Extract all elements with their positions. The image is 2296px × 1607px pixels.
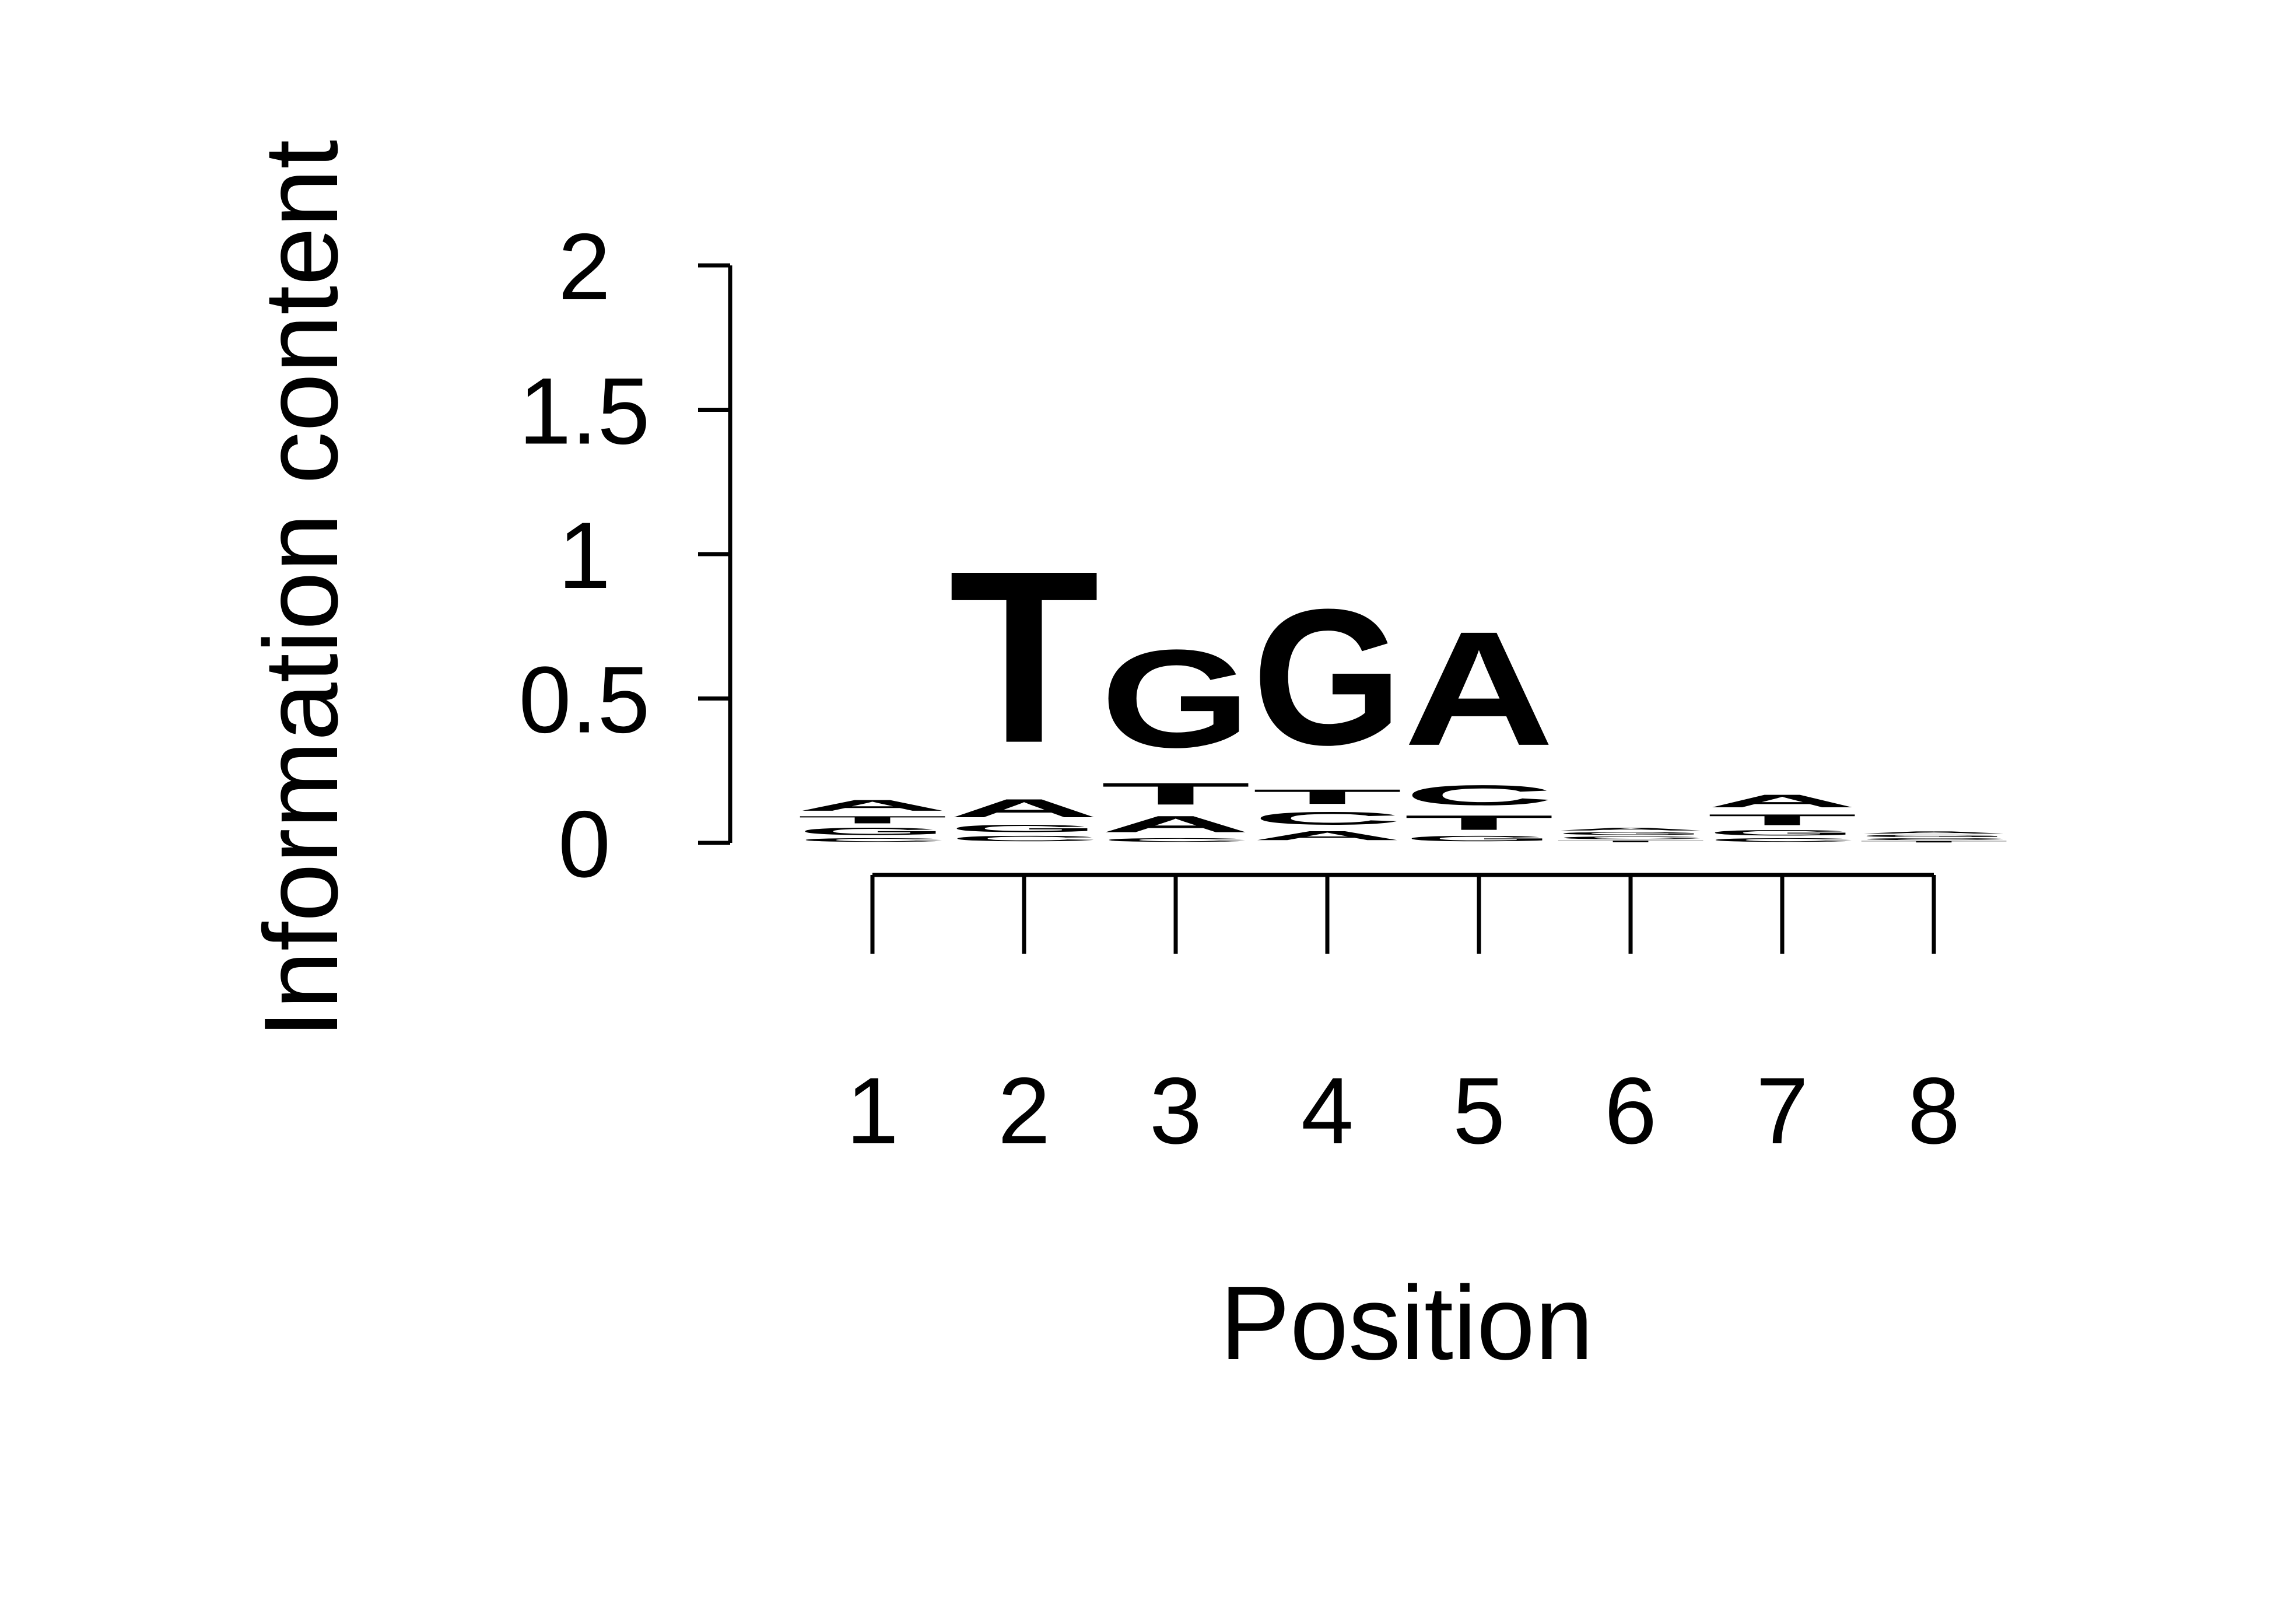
x-tick-label: 1 [846, 1058, 899, 1164]
logo-letter-c: C [1252, 808, 1403, 829]
x-tick-label: 3 [1149, 1058, 1202, 1164]
logo-letter-a: A [1100, 811, 1251, 838]
x-tick-label: 2 [998, 1058, 1050, 1164]
x-tick-label: 7 [1756, 1058, 1808, 1164]
x-tick-label: 4 [1301, 1058, 1354, 1164]
logo-letter-c: C [1404, 779, 1554, 811]
y-tick-label: 1 [558, 503, 611, 608]
logo-letter-t: T [1404, 811, 1554, 835]
y-tick-label: 0 [558, 792, 611, 897]
logo-letter-a: A [797, 797, 948, 814]
y-tick-label: 2 [558, 214, 611, 320]
logo-letter-c: C [797, 837, 948, 843]
y-axis-title: Information content [243, 140, 360, 1039]
logo-letter-t: T [1252, 785, 1403, 808]
logo-letter-g: G [1555, 831, 1706, 835]
logo-letter-t: T [797, 814, 948, 826]
logo-letter-c: C [1100, 837, 1251, 843]
logo-letter-a: A [1707, 791, 1857, 811]
logo-letter-g: G [1859, 834, 2009, 838]
logo-letter-t: T [1707, 811, 1857, 829]
logo-letter-c: C [1707, 837, 1857, 843]
y-axis: 0 0.5 1 1.5 2 [518, 214, 732, 897]
x-axis-title: Position [1220, 1265, 1593, 1382]
y-tick-label: 1.5 [518, 359, 650, 464]
x-tick-label: 6 [1604, 1058, 1657, 1164]
logo-letter-a: A [1859, 831, 2009, 834]
logo-letter-c: C [1555, 836, 1706, 840]
x-tick-label: 8 [1908, 1058, 1960, 1164]
logo-letter-t: T [1100, 776, 1251, 811]
logo-letter-c: C [1859, 838, 2009, 841]
x-tick-label: 5 [1453, 1058, 1505, 1164]
logo-letter-g: G [1252, 569, 1403, 785]
logo-letter-g: G [1404, 834, 1554, 843]
logo-letter-g: G [1707, 828, 1857, 837]
logo-letter-a: A [1252, 828, 1403, 843]
logo-letter-g: G [797, 825, 948, 837]
y-tick-label: 0.5 [518, 647, 650, 753]
logo-letter-t: T [949, 520, 1099, 794]
logo-letter-a: A [1555, 827, 1706, 831]
logo-letter-a: A [1404, 597, 1554, 779]
logo-letter-t: T [1859, 841, 2009, 843]
logo-letter-g: G [949, 822, 1099, 834]
logo-letter-c: C [949, 834, 1099, 843]
logo-letter-a: A [949, 794, 1099, 822]
logo-letter-t: T [1555, 840, 1706, 843]
logo-letter-g: G [1100, 621, 1251, 776]
